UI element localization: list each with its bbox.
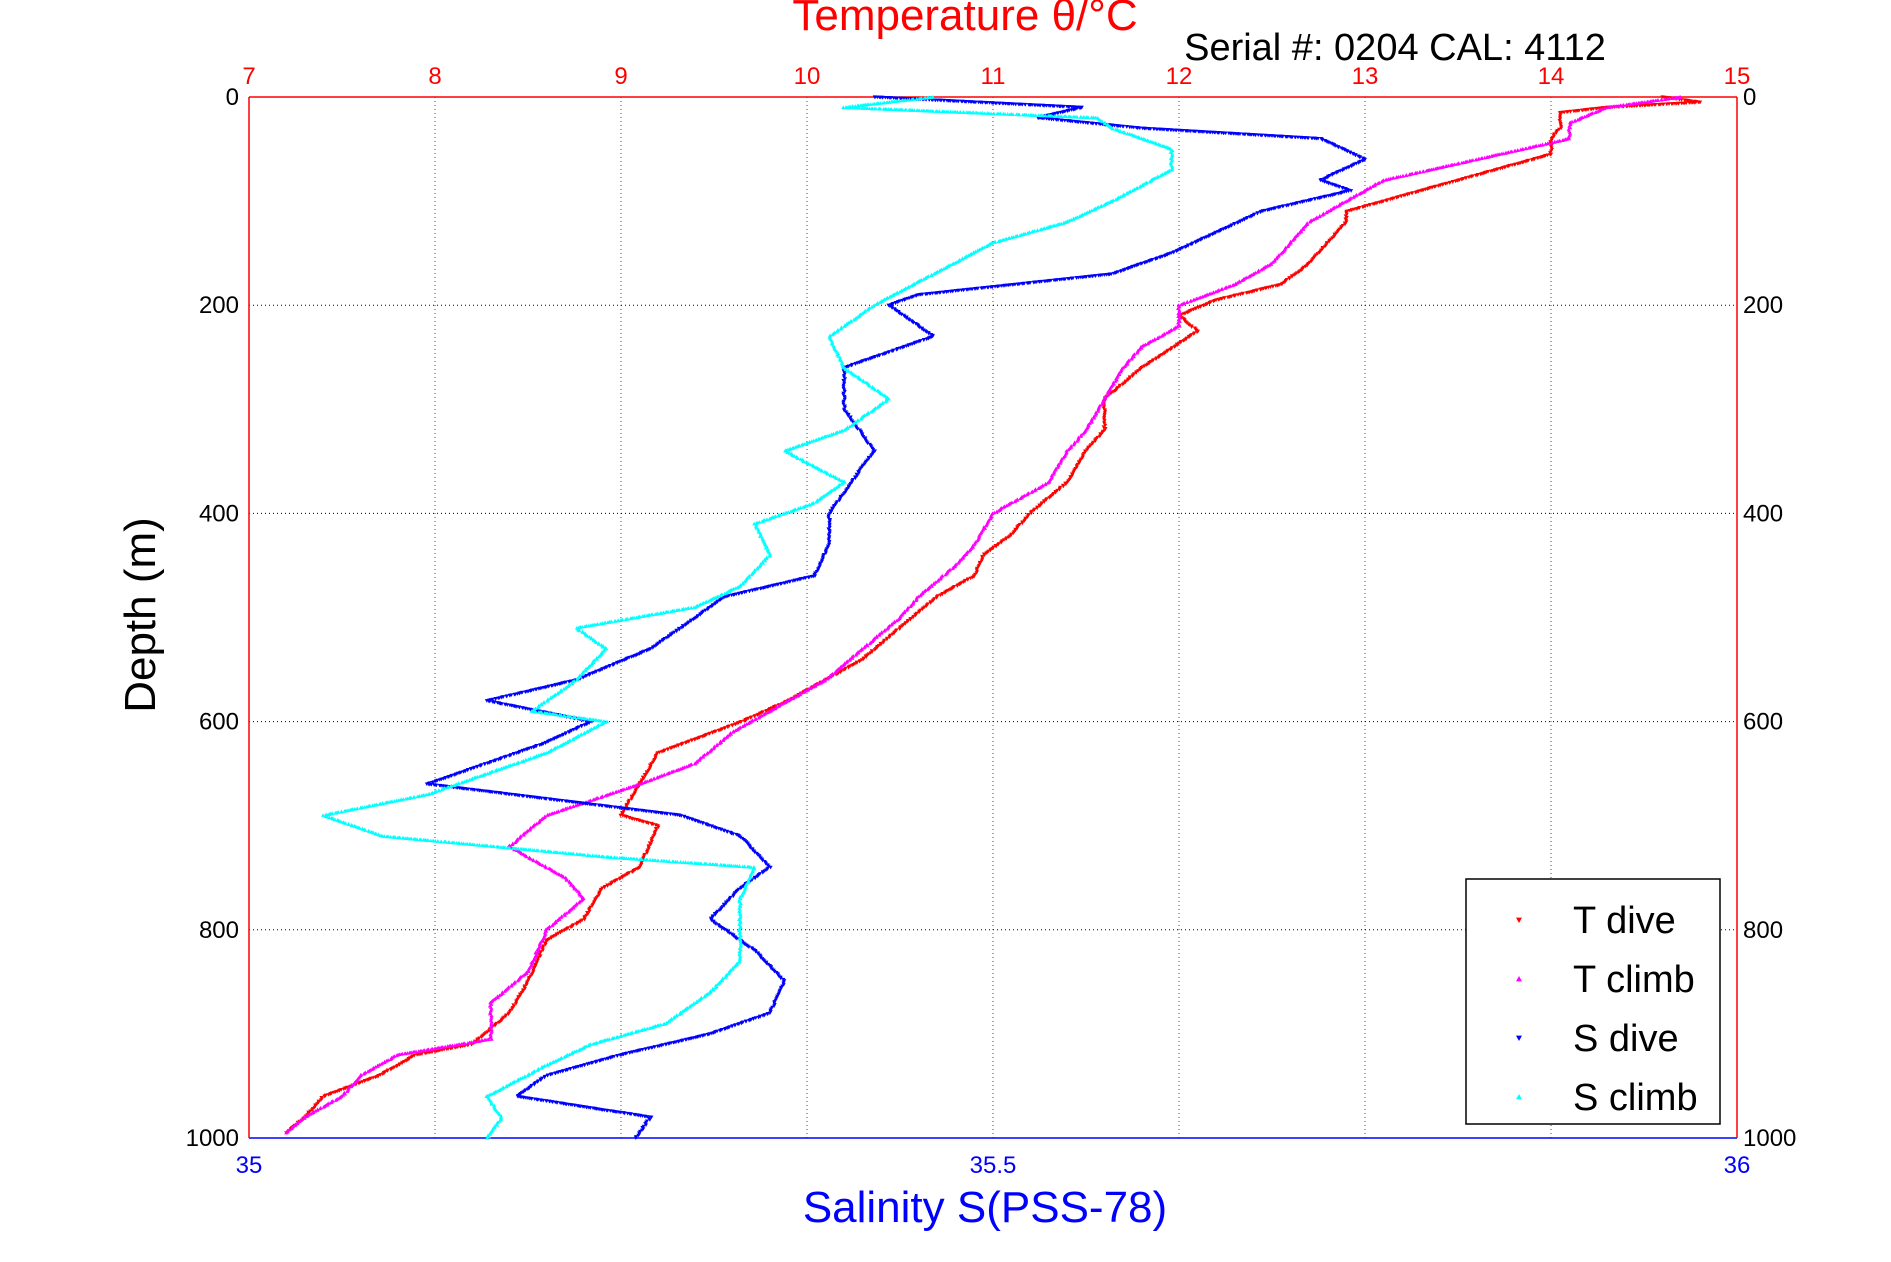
data-point [567, 731, 571, 735]
data-point [1194, 241, 1198, 245]
data-point [992, 112, 996, 116]
data-point [1061, 485, 1065, 489]
series-s-dive [425, 95, 1367, 1140]
data-point [841, 105, 845, 109]
data-point [955, 584, 959, 588]
data-point [730, 724, 734, 728]
data-point [1190, 325, 1194, 329]
data-point [1255, 212, 1259, 216]
data-point [1023, 103, 1027, 107]
series-s-climb [321, 95, 1174, 1140]
data-point [690, 739, 694, 743]
data-point [669, 747, 673, 751]
data-point [666, 748, 670, 752]
data-point [898, 627, 902, 631]
data-point [560, 799, 564, 803]
